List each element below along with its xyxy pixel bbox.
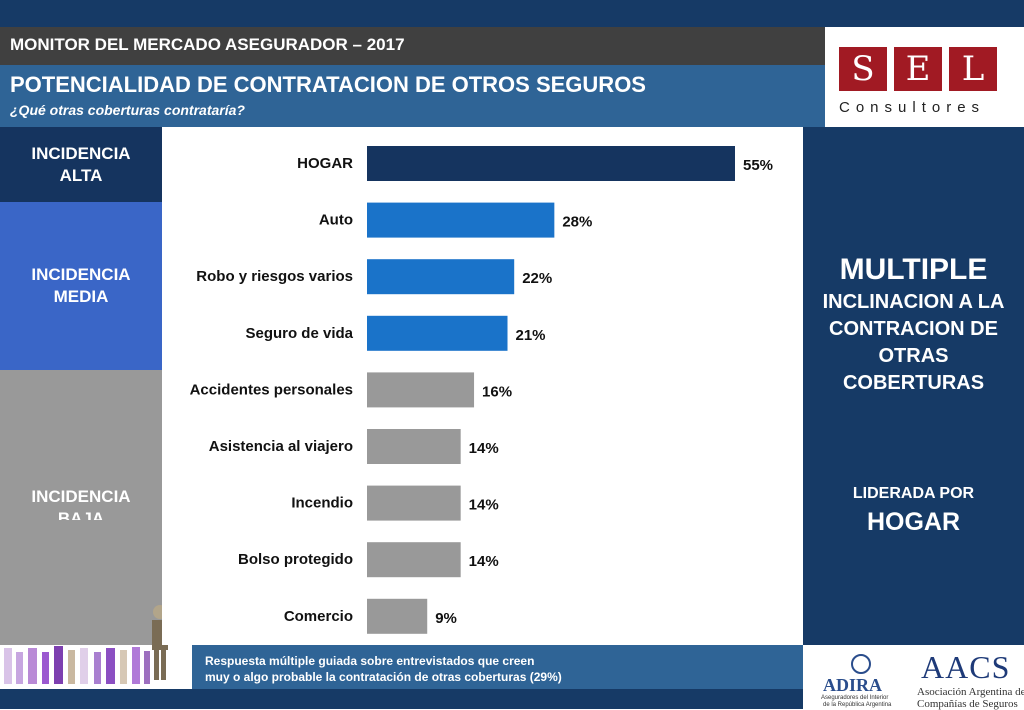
chart-area: HOGAR 55% Auto 28% Robo y riesgos varios 22% S… [162, 127, 803, 645]
category-label: Accidentes personales [190, 381, 353, 398]
led-by-label: LIDERADA POR [852, 485, 975, 502]
category-label: Auto [319, 212, 353, 229]
subtitle-band [0, 27, 825, 65]
value-label: 28% [562, 214, 592, 231]
value-label: 16% [482, 383, 512, 400]
band-alta-label: INCIDENCIA ALTA [31, 143, 131, 185]
bar [367, 372, 475, 408]
value-label: 14% [469, 497, 499, 514]
value-label: 22% [522, 270, 552, 287]
aacs-logo-subtext-2: Compañías de Seguros [917, 698, 1018, 710]
logo-letter-l: L [949, 47, 997, 91]
conclusion-panel: MULTIPLE INCLINACION A LA CONTRACION DE … [803, 127, 1024, 645]
bar [367, 146, 735, 181]
note-band [192, 645, 803, 689]
bar [367, 485, 461, 521]
logo-letter-e: E [894, 47, 942, 91]
question-text: ¿Qué otras coberturas contrataría? [10, 102, 245, 118]
bar [367, 202, 555, 238]
footnote-line-1: Respuesta múltiple guiada sobre entrevis… [205, 654, 535, 668]
bar-chart: HOGAR 55% Auto 28% Robo y riesgos varios 22% S… [190, 146, 773, 634]
conclusion-line-4: COBERTURAS [842, 372, 985, 394]
logo-letter-s: S [839, 47, 887, 91]
logo-subtext: Consultores [839, 99, 986, 116]
sel-logo: S E L Consultores [825, 27, 1024, 127]
bar [367, 259, 515, 295]
category-label: Comercio [284, 608, 353, 625]
value-label: 14% [469, 553, 499, 570]
top-band [0, 0, 1024, 27]
adira-emblem-icon [851, 654, 871, 674]
led-by-value: HOGAR [866, 508, 961, 536]
bottom-band [0, 689, 803, 709]
conclusion-line-3: OTRAS [878, 345, 949, 367]
value-label: 55% [743, 157, 773, 174]
aacs-logo-subtext-1: Asociación Argentina de [917, 686, 1024, 698]
footnote-line-2: muy o algo probable la contratación de o… [205, 670, 562, 684]
title-band [0, 65, 825, 127]
conclusion-headline: MULTIPLE [839, 253, 988, 286]
value-label: 9% [435, 610, 457, 627]
bar [367, 598, 428, 634]
page-title: POTENCIALIDAD DE CONTRATACION DE OTROS S… [10, 72, 646, 97]
partner-logos: ADIRA Aseguradores del Interior de la Re… [803, 645, 1024, 710]
category-label: Asistencia al viajero [209, 438, 353, 455]
category-label: Incendio [291, 495, 353, 512]
people-illustration [0, 520, 192, 689]
category-label: HOGAR [297, 155, 353, 172]
value-label: 14% [469, 440, 499, 457]
category-label: Robo y riesgos varios [196, 268, 353, 285]
conclusion-line-1: INCLINACION A LA [822, 291, 1005, 313]
band-media-label: INCIDENCIA MEDIA [31, 265, 131, 306]
bar [367, 315, 508, 351]
adira-logo-subtext-1: Aseguradores del Interior [821, 695, 889, 701]
bar [367, 429, 461, 464]
aacs-logo-text: AACS [921, 649, 1011, 685]
band-incidencia-media: INCIDENCIA MEDIA [0, 202, 162, 370]
adira-logo-text: ADIRA [823, 675, 883, 695]
category-label: Seguro de vida [245, 325, 353, 342]
conclusion-text: INCLINACION A LA CONTRACION DE OTRAS COB… [803, 289, 1024, 397]
category-label: Bolso protegido [238, 551, 353, 568]
conclusion-line-2: CONTRACION DE [829, 318, 998, 340]
bar [367, 542, 461, 578]
band-incidencia-alta: INCIDENCIA ALTA [0, 127, 162, 202]
value-label: 21% [516, 327, 546, 344]
adira-logo-subtext-2: de la República Argentina [823, 702, 892, 708]
report-subtitle: MONITOR DEL MERCADO ASEGURADOR – 2017 [10, 35, 405, 54]
